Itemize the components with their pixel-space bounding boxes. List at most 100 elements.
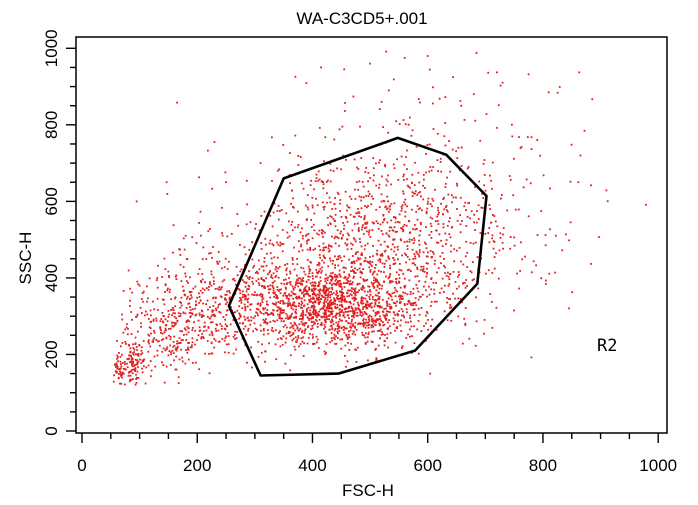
data-point bbox=[245, 223, 248, 226]
data-point bbox=[357, 211, 360, 213]
data-point bbox=[136, 280, 139, 283]
data-point bbox=[294, 226, 296, 229]
data-point bbox=[517, 208, 520, 211]
data-point bbox=[332, 301, 335, 304]
data-point bbox=[348, 289, 351, 292]
data-point bbox=[169, 338, 172, 341]
data-point bbox=[314, 314, 317, 317]
data-point bbox=[189, 306, 191, 308]
data-point bbox=[168, 275, 170, 277]
data-point bbox=[254, 315, 257, 318]
gate-polygon-r2[interactable] bbox=[227, 136, 488, 377]
data-point bbox=[343, 299, 346, 301]
data-point bbox=[475, 52, 478, 54]
data-point bbox=[462, 263, 465, 266]
data-point bbox=[353, 311, 356, 314]
data-point bbox=[226, 290, 228, 293]
data-point bbox=[336, 276, 339, 279]
data-point bbox=[414, 297, 417, 299]
data-point bbox=[276, 234, 279, 237]
data-point bbox=[329, 282, 332, 284]
data-point bbox=[394, 287, 396, 289]
data-point bbox=[360, 287, 363, 290]
data-point bbox=[197, 319, 200, 322]
data-point bbox=[308, 295, 311, 297]
data-point bbox=[267, 329, 269, 331]
data-point bbox=[150, 332, 152, 335]
data-point bbox=[243, 315, 246, 318]
data-point bbox=[377, 227, 380, 230]
data-point bbox=[449, 298, 451, 300]
data-point bbox=[417, 290, 420, 293]
data-point bbox=[340, 326, 343, 329]
data-point bbox=[274, 291, 276, 294]
data-point bbox=[341, 236, 343, 239]
data-point bbox=[314, 318, 317, 321]
data-point bbox=[115, 362, 118, 365]
data-point bbox=[357, 323, 359, 326]
data-point bbox=[132, 353, 135, 356]
data-point bbox=[246, 276, 249, 279]
data-point bbox=[171, 321, 173, 324]
data-point bbox=[342, 154, 345, 157]
data-point bbox=[322, 290, 324, 292]
data-point bbox=[311, 272, 314, 274]
data-point bbox=[469, 217, 471, 220]
data-point bbox=[476, 256, 479, 258]
data-point bbox=[300, 245, 302, 248]
data-point bbox=[324, 246, 327, 249]
data-point bbox=[136, 330, 139, 333]
data-point bbox=[246, 317, 249, 319]
data-point bbox=[195, 242, 198, 244]
data-point bbox=[155, 319, 158, 322]
data-point bbox=[349, 302, 352, 305]
data-point bbox=[412, 304, 415, 307]
data-point bbox=[399, 324, 402, 327]
data-point bbox=[191, 312, 193, 315]
data-point bbox=[174, 348, 177, 351]
data-point bbox=[224, 171, 227, 174]
data-point bbox=[417, 352, 420, 355]
data-point bbox=[303, 289, 306, 292]
data-point bbox=[408, 279, 411, 282]
data-point bbox=[444, 272, 447, 274]
data-point bbox=[362, 323, 365, 326]
data-point bbox=[422, 174, 425, 176]
data-point bbox=[265, 300, 268, 303]
data-point bbox=[276, 319, 279, 322]
data-point bbox=[334, 207, 337, 210]
data-point bbox=[329, 215, 332, 218]
data-point bbox=[161, 332, 164, 335]
data-point bbox=[277, 313, 279, 316]
data-point bbox=[235, 265, 238, 268]
data-point bbox=[283, 302, 286, 305]
data-point bbox=[260, 351, 263, 354]
data-point bbox=[387, 234, 390, 237]
data-point bbox=[328, 303, 331, 306]
data-point bbox=[300, 312, 303, 315]
data-point bbox=[445, 243, 447, 245]
data-point bbox=[119, 370, 121, 373]
data-point bbox=[168, 313, 171, 316]
x-tick-label: 1000 bbox=[639, 456, 677, 475]
data-point bbox=[210, 284, 213, 287]
data-point bbox=[322, 181, 324, 183]
data-point bbox=[255, 311, 258, 314]
data-point bbox=[324, 273, 327, 276]
data-point bbox=[249, 323, 252, 326]
data-point bbox=[315, 275, 318, 278]
data-point bbox=[373, 286, 375, 289]
data-point bbox=[188, 311, 191, 314]
data-point bbox=[135, 378, 137, 380]
data-point bbox=[172, 325, 175, 328]
data-point bbox=[448, 278, 451, 280]
data-point bbox=[294, 286, 296, 289]
data-point bbox=[359, 241, 362, 243]
data-point bbox=[369, 304, 372, 307]
data-point bbox=[147, 333, 150, 336]
data-point bbox=[381, 298, 384, 301]
data-point bbox=[450, 306, 453, 309]
data-point bbox=[329, 300, 332, 303]
data-point bbox=[327, 224, 329, 227]
